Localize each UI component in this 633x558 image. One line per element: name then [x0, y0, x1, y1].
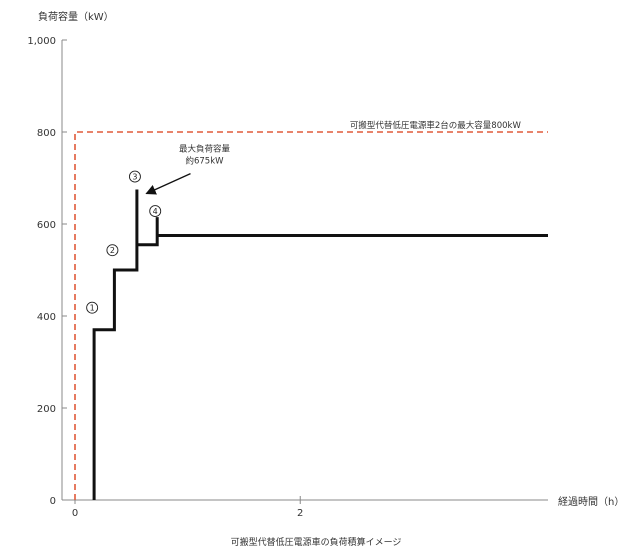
y-tick-label: 600 — [37, 220, 56, 231]
load-step-line — [92, 189, 548, 500]
y-tick-label: 200 — [37, 404, 56, 415]
y-axis-title: 負荷容量（kW） — [38, 10, 114, 23]
step-marker-circle — [106, 244, 119, 257]
annotation-text: 最大負荷容量 — [179, 144, 231, 155]
y-ticks: 0 200 400 600 800 1,000 — [27, 36, 67, 507]
y-tick-label: 800 — [37, 128, 56, 139]
max-capacity-label: 可搬型代替低圧電源車2台の最大容量800kW — [350, 120, 522, 131]
series-layer: 可搬型代替低圧電源車2台の最大容量800kW — [74, 120, 548, 500]
step-marker-circle — [149, 205, 162, 218]
step-marker-circle — [128, 170, 141, 183]
x-tick-label: 0 — [72, 508, 78, 519]
annotation-arrow — [145, 173, 191, 195]
step-marker-label: 3 — [132, 173, 137, 182]
step-marker-circle — [86, 301, 99, 314]
step-marker-label: 4 — [153, 207, 158, 216]
max-capacity-dashed-line — [74, 131, 548, 500]
step-marker-label: 2 — [110, 246, 115, 255]
x-tick-label: 2 — [297, 508, 303, 519]
y-tick-label: 0 — [50, 496, 56, 507]
annotation-text: 約675kW — [185, 156, 224, 167]
chart-caption: 可搬型代替低圧電源車の負荷積算イメージ — [231, 536, 402, 548]
y-tick-label: 400 — [37, 312, 56, 323]
x-axis-title: 経過時間（h） — [558, 495, 624, 508]
step-markers: 1 2 3 4 — [86, 170, 162, 314]
step-marker-label: 1 — [90, 304, 95, 313]
y-tick-label: 1,000 — [27, 36, 56, 47]
